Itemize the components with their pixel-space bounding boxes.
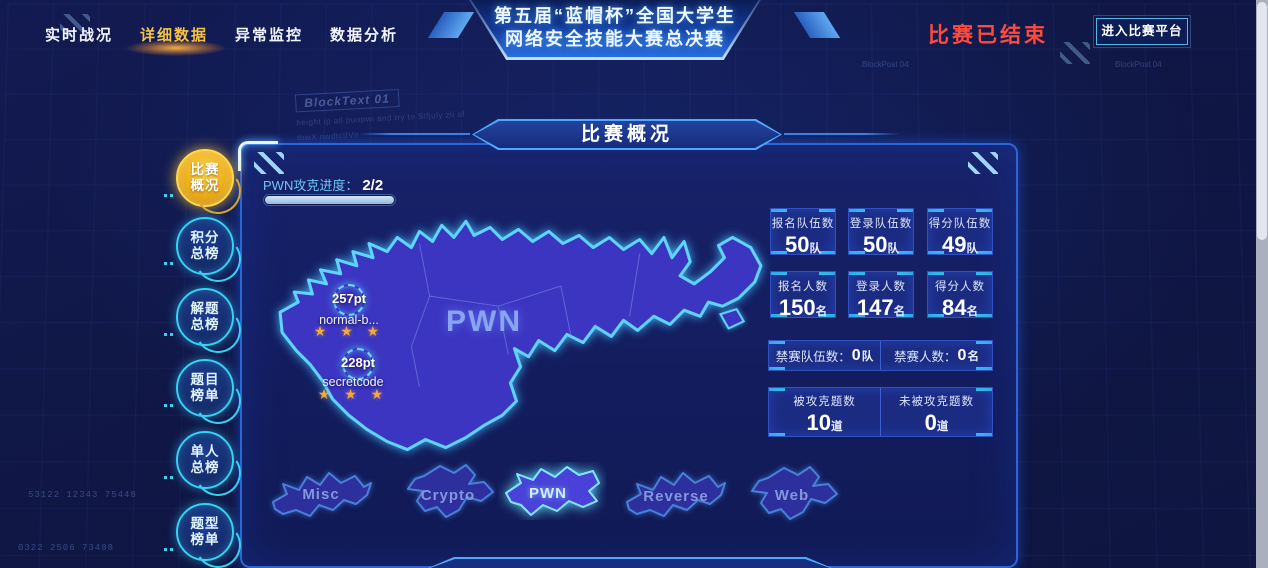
thumb-pwn-map[interactable] — [498, 462, 606, 520]
decor-tag-1: BlockPost 04 — [862, 60, 909, 69]
thumb-reverse-map[interactable] — [615, 464, 735, 526]
decor-slashes-topright — [1060, 42, 1090, 64]
pwn-progress-label: PWN攻克进度： 2/2 — [263, 177, 384, 194]
section-header-line-left — [358, 133, 470, 135]
title-line-2: 网络安全技能大赛总决赛 — [505, 29, 725, 49]
nav-item-detail-data[interactable]: 详细数据 — [140, 27, 209, 44]
marker-team-1: normal-b... — [319, 313, 379, 327]
marker-stars-1: ★ ★ ★ — [313, 323, 385, 339]
competition-status-text: 比赛已结束 — [928, 24, 1048, 47]
section-header-label: 比赛概况 — [474, 121, 780, 148]
stat-solved-challenges: 被攻克题数 10道 — [769, 388, 881, 436]
thumb-web-map[interactable] — [735, 462, 850, 524]
marker-points-2[interactable]: 228pt — [341, 355, 375, 370]
stat-banned-teams: 禁赛队伍数： 0 队 — [769, 341, 881, 370]
pwn-progress-fill — [265, 196, 394, 204]
nav-active-glow — [126, 40, 226, 56]
sidebar-item-individual-rank[interactable]: 单人 总榜 — [164, 431, 234, 489]
stat-logged-teams: 登录队伍数 50队 — [848, 208, 914, 257]
stat-registered-people: 报名人数 150名 — [770, 271, 836, 320]
stat-scored-teams: 得分队伍数 49队 — [927, 208, 993, 257]
marker-stars-2: ★ ★ ★ — [317, 386, 389, 402]
section-header-line-right — [784, 133, 900, 135]
decor-code-2: 0322 2506 73488 — [18, 543, 115, 553]
marker-points-1[interactable]: 257pt — [332, 291, 366, 306]
panel-slashes-topleft — [254, 152, 284, 174]
decor-tag-2: BlockPost 04 — [1115, 60, 1162, 69]
stat-banned-row: 禁赛队伍数： 0 队 禁赛人数： 0 名 — [768, 340, 993, 371]
next-section-header-partial — [428, 557, 832, 568]
marker-ring-2 — [342, 348, 374, 380]
stat-unsolved-challenges: 未被攻克题数 0道 — [899, 396, 974, 435]
competition-title-banner: 第五届“蓝帽杯”全国大学生 网络安全技能大赛总决赛 — [468, 0, 762, 60]
sidebar-item-score-rank[interactable]: 积分 总榜 — [164, 217, 234, 275]
stat-registered-teams: 报名队伍数 50队 — [770, 208, 836, 257]
page-scrollbar-thumb[interactable] — [1257, 2, 1267, 240]
marker-ring-1 — [333, 284, 365, 316]
map-region-label: PWN — [446, 305, 522, 338]
stat-banned-people: 禁赛人数： 0 名 — [894, 346, 979, 365]
thumb-misc-map[interactable] — [265, 464, 377, 526]
pwn-region-map — [278, 219, 763, 452]
enter-platform-button[interactable]: 进入比赛平台 — [1093, 15, 1191, 48]
title-line-1: 第五届“蓝帽杯”全国大学生 — [494, 6, 736, 26]
pwn-progress-value: 2/2 — [362, 177, 384, 194]
stat-scored-people: 得分人数 84名 — [927, 271, 993, 320]
stat-logged-people: 登录人数 147名 — [848, 271, 914, 320]
thumb-crypto-map[interactable] — [396, 460, 501, 522]
marker-team-2: secretcode — [322, 375, 384, 389]
sidebar-item-challenge-rank[interactable]: 题目 榜单 — [164, 359, 234, 417]
decor-slashes-topleft — [60, 14, 90, 36]
pwn-progress-bar — [263, 194, 396, 206]
decor-code-1: 53122 12343 75448 — [28, 490, 137, 500]
nav-item-analysis[interactable]: 数据分析 — [330, 27, 399, 44]
stat-solved-row: 被攻克题数 10道 未被攻克题数 0道 — [768, 387, 993, 437]
section-header: 比赛概况 — [472, 119, 782, 150]
sidebar-item-overview[interactable]: 比赛 概况 — [164, 149, 234, 207]
panel-slashes-topright — [968, 152, 998, 174]
nav-item-realtime[interactable]: 实时战况 — [45, 27, 114, 44]
panel-corner-accent — [238, 141, 278, 171]
sidebar-item-category-rank[interactable]: 题型 榜单 — [164, 503, 234, 561]
nav-item-anomaly[interactable]: 异常监控 — [235, 27, 304, 44]
sidebar-item-solve-rank[interactable]: 解题 总榜 — [164, 288, 234, 346]
